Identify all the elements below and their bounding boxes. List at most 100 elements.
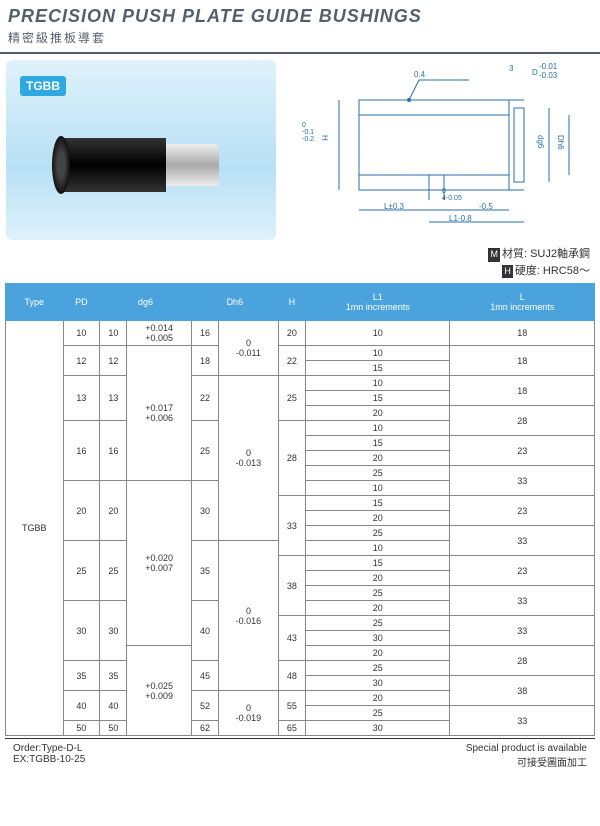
cell-dh6-tol: 0 -0.013 <box>219 376 279 541</box>
cell-dh6-tol: 0 -0.019 <box>219 691 279 736</box>
cell-l1: 15 <box>306 361 450 376</box>
th-h: H <box>278 284 305 321</box>
cell-dh: 18 <box>191 346 218 376</box>
cell-l1: 15 <box>306 391 450 406</box>
cell-l1: 20 <box>306 451 450 466</box>
label-4: 0 4-0.05 <box>442 188 462 202</box>
footer: Order:Type-D-L EX:TGBB-10-25 Special pro… <box>5 738 595 773</box>
cell-l: 33 <box>450 586 595 616</box>
label-dg6: dg6 <box>536 135 545 148</box>
cell-pd: 30 <box>63 601 100 661</box>
cell-l1: 25 <box>306 706 450 721</box>
th-pd: PD <box>63 284 100 321</box>
material-tag: M <box>488 248 500 262</box>
header: PRECISION PUSH PLATE GUIDE BUSHINGS 精密級推… <box>0 0 600 48</box>
label-l: L±0.3 <box>384 202 404 211</box>
th-dg6: dg6 <box>100 284 192 321</box>
label-l1: L1-0.8 <box>449 214 472 223</box>
cell-h: 43 <box>278 616 305 661</box>
table-row: 1313220 -0.013251018 <box>6 376 595 391</box>
cell-h: 20 <box>278 321 305 346</box>
cell-pd: 13 <box>63 376 100 421</box>
cell-l1: 25 <box>306 586 450 601</box>
cell-l: 33 <box>450 706 595 736</box>
cell-h: 33 <box>278 496 305 556</box>
cell-dh: 35 <box>191 541 218 601</box>
cell-l1: 10 <box>306 481 450 496</box>
cell-dg: 50 <box>100 721 127 736</box>
spec-table: Type PD dg6 Dh6 H L1 1mn increments L 1m… <box>5 283 595 736</box>
cell-l1: 15 <box>306 556 450 571</box>
technical-drawing: 0.4 3 -0.01 -0.03 D H 0 -0.1 -0.2 dg6 Dh… <box>284 60 594 240</box>
cell-dg: 13 <box>100 376 127 421</box>
special-en: Special product is available <box>466 743 587 754</box>
cell-dg: 10 <box>100 321 127 346</box>
cell-l: 33 <box>450 526 595 556</box>
figure-row: TGBB 0.4 <box>0 60 600 240</box>
table-header-row: Type PD dg6 Dh6 H L1 1mn increments L 1m… <box>6 284 595 321</box>
cell-dh6-tol: 0 -0.016 <box>219 541 279 691</box>
cell-dg: 40 <box>100 691 127 721</box>
label-05: -0.5 <box>479 202 493 211</box>
cell-dh: 22 <box>191 376 218 421</box>
cell-l1: 10 <box>306 376 450 391</box>
cell-l1: 25 <box>306 466 450 481</box>
label-h: H <box>320 135 329 141</box>
cell-l1: 20 <box>306 406 450 421</box>
cell-l1: 10 <box>306 421 450 436</box>
cell-l1: 20 <box>306 691 450 706</box>
cell-l: 28 <box>450 646 595 676</box>
cell-dg: 12 <box>100 346 127 376</box>
cell-l: 18 <box>450 346 595 376</box>
hardness-tag: H <box>502 265 513 279</box>
cell-dg6-tol: +0.017 +0.006 <box>127 346 191 481</box>
cell-pd: 50 <box>63 721 100 736</box>
cell-dh: 45 <box>191 661 218 691</box>
cell-h: 65 <box>278 721 305 736</box>
bushing-illustration <box>56 130 226 200</box>
material-text: 材質: SUJ2軸承鋼 <box>502 248 590 260</box>
cell-l: 23 <box>450 556 595 586</box>
label-dh6: Dh6 <box>556 135 565 150</box>
cell-l1: 15 <box>306 436 450 451</box>
cell-l: 33 <box>450 616 595 646</box>
cell-dg: 16 <box>100 421 127 481</box>
cell-l: 38 <box>450 676 595 706</box>
table-row: 1212+0.017 +0.00618221018 <box>6 346 595 361</box>
label-04: 0.4 <box>414 70 425 79</box>
table-row: TGBB1010+0.014 +0.005160 -0.011201018 <box>6 321 595 346</box>
cell-l1: 25 <box>306 661 450 676</box>
type-badge: TGBB <box>20 76 66 96</box>
cell-pd: 35 <box>63 661 100 691</box>
cell-l1: 20 <box>306 601 450 616</box>
label-3: 3 <box>509 64 513 73</box>
cell-l: 18 <box>450 376 595 406</box>
th-l1: L1 1mn increments <box>306 284 450 321</box>
cell-l: 33 <box>450 466 595 496</box>
title-chinese: 精密級推板導套 <box>8 29 592 46</box>
cell-l1: 20 <box>306 571 450 586</box>
cell-dg6-tol: +0.020 +0.007 <box>127 481 191 646</box>
cell-l1: 25 <box>306 526 450 541</box>
cell-pd: 25 <box>63 541 100 601</box>
cell-dh6-tol: 0 -0.011 <box>219 321 279 376</box>
cell-dh: 40 <box>191 601 218 661</box>
cell-h: 25 <box>278 376 305 421</box>
order-example: EX:TGBB-10-25 <box>13 754 85 765</box>
cell-l1: 20 <box>306 646 450 661</box>
cell-dh: 52 <box>191 691 218 721</box>
cell-pd: 20 <box>63 481 100 541</box>
label-d: D <box>532 68 538 77</box>
th-type: Type <box>6 284 64 321</box>
cell-dg: 35 <box>100 661 127 691</box>
special-cn: 可接受圖面加工 <box>466 754 587 769</box>
cell-l1: 10 <box>306 321 450 346</box>
cell-h: 55 <box>278 691 305 721</box>
cell-dh: 62 <box>191 721 218 736</box>
cell-dh: 16 <box>191 321 218 346</box>
cell-dh: 30 <box>191 481 218 541</box>
title-english: PRECISION PUSH PLATE GUIDE BUSHINGS <box>8 6 592 27</box>
cell-l1: 30 <box>306 676 450 691</box>
cell-l1: 20 <box>306 511 450 526</box>
cell-type: TGBB <box>6 321 64 736</box>
